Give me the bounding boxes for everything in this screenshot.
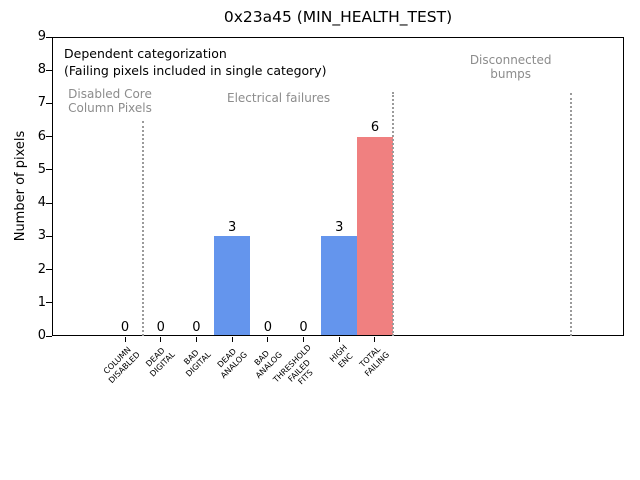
y-tick-mark bbox=[46, 69, 52, 71]
bar-value-label: 3 bbox=[227, 219, 237, 235]
y-tick-label: 3 bbox=[37, 228, 46, 244]
y-tick-mark bbox=[46, 302, 52, 304]
bar bbox=[357, 136, 393, 336]
x-tick-mark bbox=[303, 337, 305, 342]
y-tick-mark bbox=[46, 169, 52, 171]
y-tick-mark bbox=[46, 235, 52, 237]
x-tick-mark bbox=[338, 337, 340, 342]
x-tick-mark bbox=[195, 337, 197, 342]
section-label: Disconnected bumps bbox=[469, 53, 552, 81]
x-tick-mark bbox=[231, 337, 233, 342]
y-tick-label: 4 bbox=[37, 195, 46, 211]
bar-value-label: 3 bbox=[335, 219, 344, 235]
x-tick-label: HIGH ENC bbox=[327, 343, 354, 370]
y-tick-mark bbox=[46, 102, 52, 104]
group-divider-line bbox=[391, 91, 394, 336]
y-tick-label: 0 bbox=[37, 328, 46, 343]
bar-value-label: 6 bbox=[370, 120, 380, 136]
section-label: Electrical failures bbox=[226, 91, 331, 105]
bar-value-label: 0 bbox=[156, 319, 165, 335]
x-tick-label: BAD DIGITAL bbox=[182, 348, 213, 379]
x-tick-label: DEAD ANALOG bbox=[215, 346, 249, 380]
x-tick-mark bbox=[267, 337, 269, 342]
y-tick-mark bbox=[46, 269, 52, 271]
y-tick-label: 6 bbox=[37, 128, 46, 144]
y-tick-mark bbox=[46, 136, 52, 138]
group-divider-line bbox=[141, 121, 144, 336]
x-tick-mark bbox=[124, 337, 126, 342]
bar bbox=[321, 236, 358, 336]
bar-value-label: 0 bbox=[299, 319, 308, 335]
y-tick-mark bbox=[46, 202, 52, 204]
x-tick-label: COLUMN DISABLED bbox=[101, 345, 142, 385]
y-axis-label: Number of pixels bbox=[13, 130, 28, 242]
x-tick-mark bbox=[160, 337, 162, 342]
y-tick-mark bbox=[46, 36, 52, 38]
section-label: Disabled Core Column Pixels bbox=[68, 87, 152, 115]
y-tick-label: 5 bbox=[37, 161, 46, 177]
y-tick-mark bbox=[46, 335, 52, 337]
bar-value-label: 0 bbox=[192, 319, 201, 335]
x-tick-mark bbox=[374, 337, 376, 342]
y-tick-label: 1 bbox=[37, 294, 46, 310]
y-tick-label: 2 bbox=[37, 261, 46, 277]
y-tick-label: 7 bbox=[37, 95, 46, 111]
group-divider-line bbox=[570, 93, 573, 336]
x-tick-label: DEAD DIGITAL bbox=[144, 345, 177, 379]
bar bbox=[214, 236, 250, 336]
chart-title: 0x23a45 (MIN_HEALTH_TEST) bbox=[223, 8, 453, 26]
x-tick-label: TOTAL FAILING bbox=[358, 344, 392, 378]
bar-value-label: 0 bbox=[263, 319, 272, 335]
bar-value-label: 0 bbox=[120, 319, 130, 335]
y-tick-label: 9 bbox=[37, 29, 46, 44]
plot-area bbox=[52, 37, 624, 336]
y-tick-label: 8 bbox=[37, 62, 46, 78]
annotation-note: Dependent categorization (Failing pixels… bbox=[64, 46, 327, 78]
